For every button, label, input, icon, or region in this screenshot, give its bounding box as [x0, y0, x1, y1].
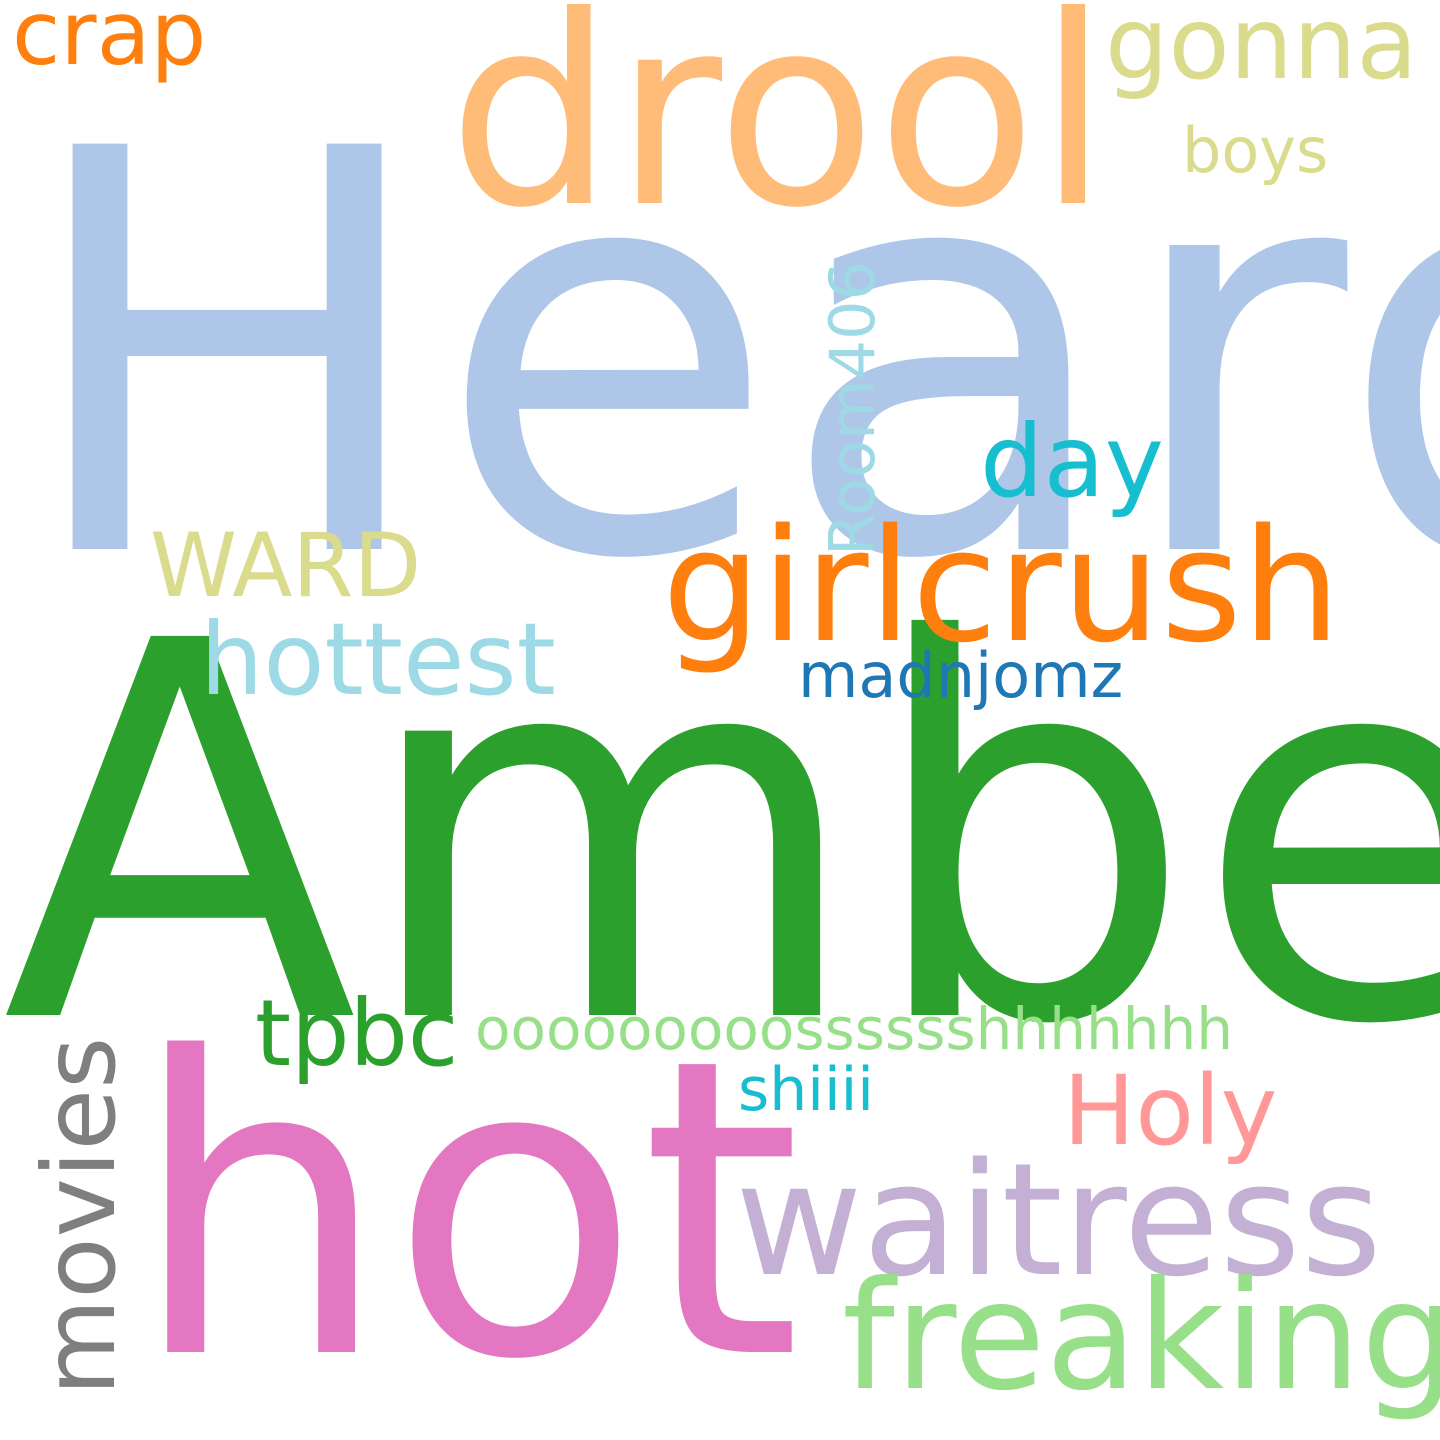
word-girlcrush: girlcrush — [662, 495, 1341, 677]
word-tpbc: tpbc — [255, 980, 459, 1087]
word-crap: crap — [12, 0, 207, 85]
word-amber: Amber — [2, 532, 1440, 1138]
word-holy: Holy — [1063, 1055, 1278, 1167]
word-madnjomz: madnjomz — [798, 639, 1124, 712]
word-heard: Heard — [18, 34, 1440, 681]
word-boys: boys — [1182, 114, 1329, 187]
word-room406: Room406 — [816, 261, 889, 556]
word-drool: drool — [448, 0, 1110, 265]
word-gonna: gonna — [1105, 0, 1418, 102]
word-ward: WARD — [150, 514, 422, 617]
word-shiiii: shiiii — [738, 1055, 874, 1125]
word-day: day — [980, 403, 1164, 520]
word-hot: hot — [130, 971, 802, 1440]
word-movies: movies — [21, 1036, 138, 1396]
word-hottest: hottest — [200, 601, 556, 718]
word-waitress: waitress — [735, 1129, 1382, 1311]
word-freaking: freaking — [842, 1250, 1440, 1424]
word-ooooooooosssssshhhhhhh: ooooooooosssssshhhhhhh — [475, 995, 1233, 1063]
